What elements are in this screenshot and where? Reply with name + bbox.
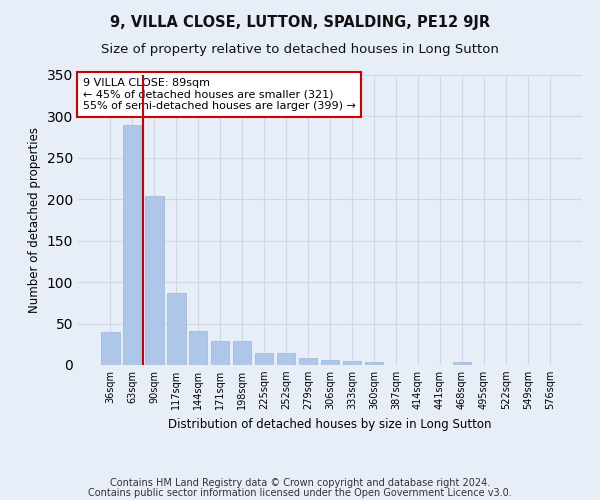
Bar [211,341,229,365]
Bar [299,358,317,365]
Bar [365,362,383,365]
Bar [101,332,119,365]
Y-axis label: Number of detached properties: Number of detached properties [28,127,41,313]
Bar [255,352,274,365]
Text: 9, VILLA CLOSE, LUTTON, SPALDING, PE12 9JR: 9, VILLA CLOSE, LUTTON, SPALDING, PE12 9… [110,15,490,30]
Bar [145,196,164,365]
Bar [452,362,471,365]
Bar [233,341,251,365]
X-axis label: Distribution of detached houses by size in Long Sutton: Distribution of detached houses by size … [168,418,492,430]
Text: 9 VILLA CLOSE: 89sqm
← 45% of detached houses are smaller (321)
55% of semi-deta: 9 VILLA CLOSE: 89sqm ← 45% of detached h… [83,78,356,111]
Bar [123,124,142,365]
Bar [343,361,361,365]
Text: Contains public sector information licensed under the Open Government Licence v3: Contains public sector information licen… [88,488,512,498]
Bar [320,360,340,365]
Text: Size of property relative to detached houses in Long Sutton: Size of property relative to detached ho… [101,42,499,56]
Bar [167,293,185,365]
Bar [189,331,208,365]
Bar [277,352,295,365]
Text: Contains HM Land Registry data © Crown copyright and database right 2024.: Contains HM Land Registry data © Crown c… [110,478,490,488]
